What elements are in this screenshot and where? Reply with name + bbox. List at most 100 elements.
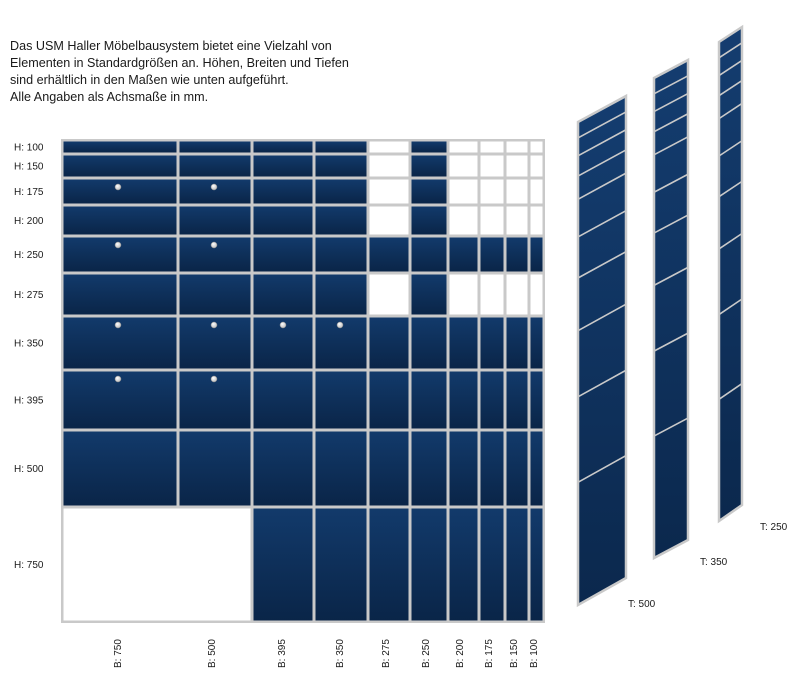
depth-panel-split — [577, 149, 627, 177]
width-label: B: 750 — [113, 639, 124, 668]
panel-cell — [369, 371, 409, 429]
knob-icon — [210, 375, 218, 383]
knob-icon — [114, 183, 122, 191]
panel-cell — [530, 317, 543, 369]
panel-cell — [506, 371, 528, 429]
height-labels: H: 100 H: 150 H: 175 H: 200 H: 250 H: 275 H: 3… — [14, 143, 44, 572]
panel-cell — [315, 141, 367, 153]
panel-cell — [449, 371, 478, 429]
panel-cell — [63, 141, 177, 153]
depth-panel-split — [653, 214, 689, 234]
knob-icon — [210, 321, 218, 329]
height-label: H: 500 — [14, 464, 44, 475]
empty-cell — [369, 206, 409, 235]
empty-cell — [480, 206, 504, 235]
panel-cell — [315, 274, 367, 315]
depth-panel-split — [577, 369, 627, 398]
depth-panel-split — [718, 42, 743, 59]
panel-cell — [411, 508, 447, 621]
knob-icon — [210, 183, 218, 191]
empty-cell — [506, 206, 528, 235]
height-label: H: 100 — [14, 143, 44, 154]
depth-panel-split — [653, 92, 689, 113]
empty-cell — [506, 155, 528, 177]
depth-panel-split — [718, 140, 743, 157]
panel-cell — [411, 155, 447, 177]
panel-cell — [253, 179, 313, 204]
panel-cell — [315, 371, 367, 429]
empty-cell — [530, 155, 543, 177]
panel-cell — [315, 431, 367, 506]
empty-cell — [480, 155, 504, 177]
panel-cell — [449, 431, 478, 506]
panel-cell — [315, 179, 367, 204]
depth-panel-face — [652, 57, 690, 561]
empty-cell — [369, 179, 409, 204]
panel-cell — [530, 431, 543, 506]
depth-panel-split — [718, 102, 743, 120]
depth-label: T: 250 — [760, 522, 788, 533]
depth-panel-split — [718, 232, 743, 250]
empty-cell — [63, 508, 251, 621]
panel-cell — [411, 179, 447, 204]
panel-cell — [253, 206, 313, 235]
depth-label: T: 350 — [700, 557, 728, 568]
panel-cell — [179, 155, 251, 177]
panel-cell — [530, 237, 543, 272]
panel-cell — [315, 155, 367, 177]
panel-cell — [253, 431, 313, 506]
empty-cell — [449, 141, 478, 153]
width-label: B: 395 — [277, 639, 288, 668]
intro-line-4: Alle Angaben als Achsmaße in mm. — [10, 90, 209, 104]
depth-panel-split — [718, 59, 743, 77]
panel-cell — [480, 237, 504, 272]
depth-panel-split — [577, 210, 627, 238]
panel-cell — [411, 431, 447, 506]
empty-cell — [506, 141, 528, 153]
depth-panel-split — [577, 129, 627, 157]
knob-icon — [279, 321, 287, 329]
panel-cell — [411, 371, 447, 429]
depth-panel-split — [653, 75, 689, 95]
depth-panel-500: T: 500 — [576, 93, 656, 610]
empty-cell — [530, 141, 543, 153]
panel-cell — [449, 317, 478, 369]
width-label: B: 350 — [335, 639, 346, 668]
empty-cell — [530, 274, 543, 315]
panel-cell — [179, 141, 251, 153]
width-label: B: 150 — [509, 639, 520, 668]
panel-cell — [63, 206, 177, 235]
panel-cell — [63, 155, 177, 177]
panel-cell — [369, 508, 409, 621]
empty-cell — [480, 274, 504, 315]
panel-cell — [315, 508, 367, 621]
panel-cell — [253, 155, 313, 177]
panel-cell — [480, 431, 504, 506]
depth-panel-split — [653, 113, 689, 133]
panel-cell — [179, 179, 251, 204]
panel-cell — [530, 508, 543, 621]
panel-cell — [253, 237, 313, 272]
depth-panel-split — [577, 172, 627, 200]
height-label: H: 250 — [14, 250, 44, 261]
empty-cell — [530, 206, 543, 235]
empty-cell — [480, 179, 504, 204]
depth-panels: T: 500 T: 350 T: 250 — [576, 24, 788, 610]
depth-panel-split — [718, 298, 743, 316]
panel-cell — [449, 508, 478, 621]
knob-icon — [210, 241, 218, 249]
panel-cell — [411, 237, 447, 272]
depth-panel-split — [718, 180, 743, 198]
panel-cell — [480, 371, 504, 429]
depth-panel-split — [718, 79, 743, 97]
empty-cell — [506, 179, 528, 204]
depth-panel-250: T: 250 — [717, 24, 788, 533]
width-label: B: 100 — [529, 639, 540, 668]
panel-cell — [411, 206, 447, 235]
depth-panel-split — [653, 266, 689, 287]
height-label: H: 275 — [14, 290, 44, 301]
knob-icon — [114, 321, 122, 329]
panel-cell — [253, 141, 313, 153]
panel-cell — [411, 141, 447, 153]
